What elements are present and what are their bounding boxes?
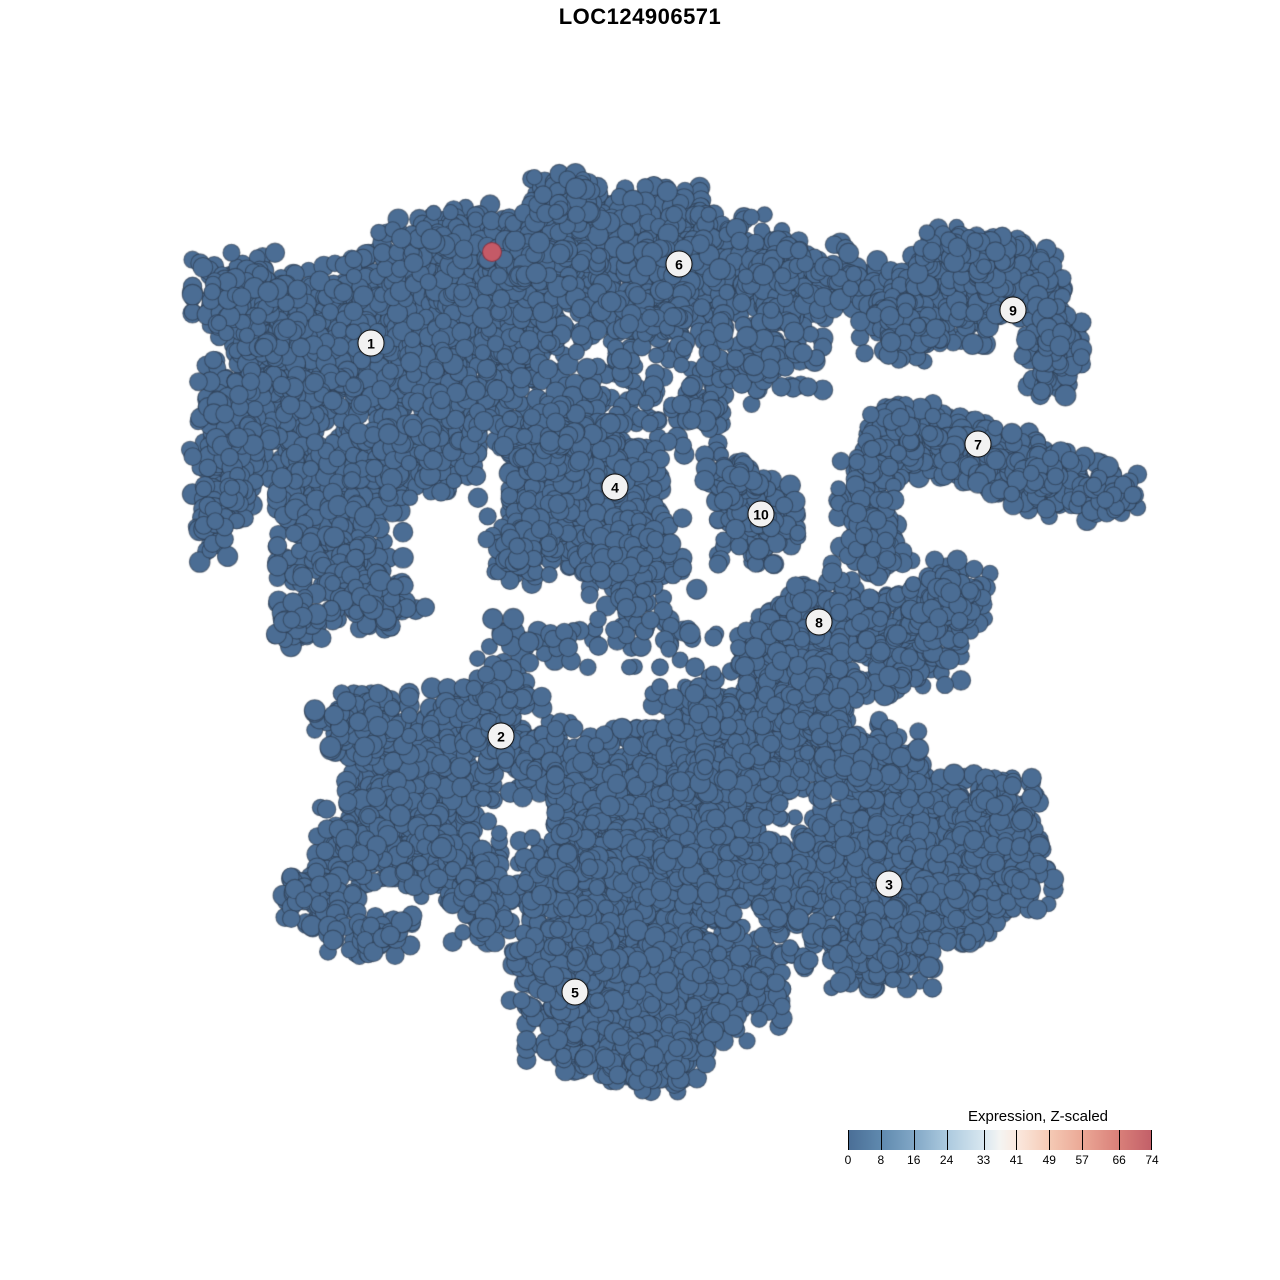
cluster-label-6: 6 — [665, 250, 693, 278]
cluster-label-4: 4 — [601, 473, 629, 501]
cluster-label-1: 1 — [357, 329, 385, 357]
cluster-label-8: 8 — [805, 608, 833, 636]
cluster-label-5: 5 — [561, 978, 589, 1006]
legend-tick-label: 24 — [939, 1153, 954, 1167]
legend-tick — [1119, 1130, 1121, 1150]
cluster-label-10: 10 — [747, 500, 775, 528]
legend-tick — [848, 1130, 849, 1150]
legend-title: Expression, Z-scaled — [967, 1108, 1109, 1125]
legend-gradient-bar — [848, 1130, 1152, 1150]
plot-title: LOC124906571 — [558, 4, 722, 29]
cluster-label-3: 3 — [875, 870, 903, 898]
cluster-label-9: 9 — [999, 296, 1027, 324]
legend-tick-label: 0 — [844, 1153, 852, 1167]
cluster-label-7: 7 — [964, 430, 992, 458]
legend-tick — [946, 1130, 948, 1150]
legend-tick — [880, 1130, 882, 1150]
legend-tick — [1016, 1130, 1018, 1150]
cluster-label-2: 2 — [487, 722, 515, 750]
legend-tick — [1049, 1130, 1051, 1150]
legend-tick — [913, 1130, 915, 1150]
legend-tick-label: 33 — [976, 1153, 991, 1167]
legend-tick-label: 8 — [877, 1153, 885, 1167]
legend-tick — [1151, 1130, 1152, 1150]
legend-tick-label: 66 — [1112, 1153, 1126, 1167]
legend-tick — [1082, 1130, 1084, 1150]
legend-tick-label: 57 — [1075, 1153, 1089, 1167]
legend-tick-label: 74 — [1145, 1153, 1159, 1167]
legend-tick — [983, 1130, 985, 1150]
expression-legend: Expression, Z-scaled 0 8 16 24 33 41 49 … — [844, 1108, 1159, 1169]
legend-tick-label: 41 — [1009, 1153, 1024, 1167]
legend-tick-labels: 0 8 16 24 33 41 49 57 66 74 — [844, 1153, 1159, 1169]
legend-tick-label: 16 — [907, 1153, 921, 1167]
legend-tick-label: 49 — [1042, 1153, 1056, 1167]
